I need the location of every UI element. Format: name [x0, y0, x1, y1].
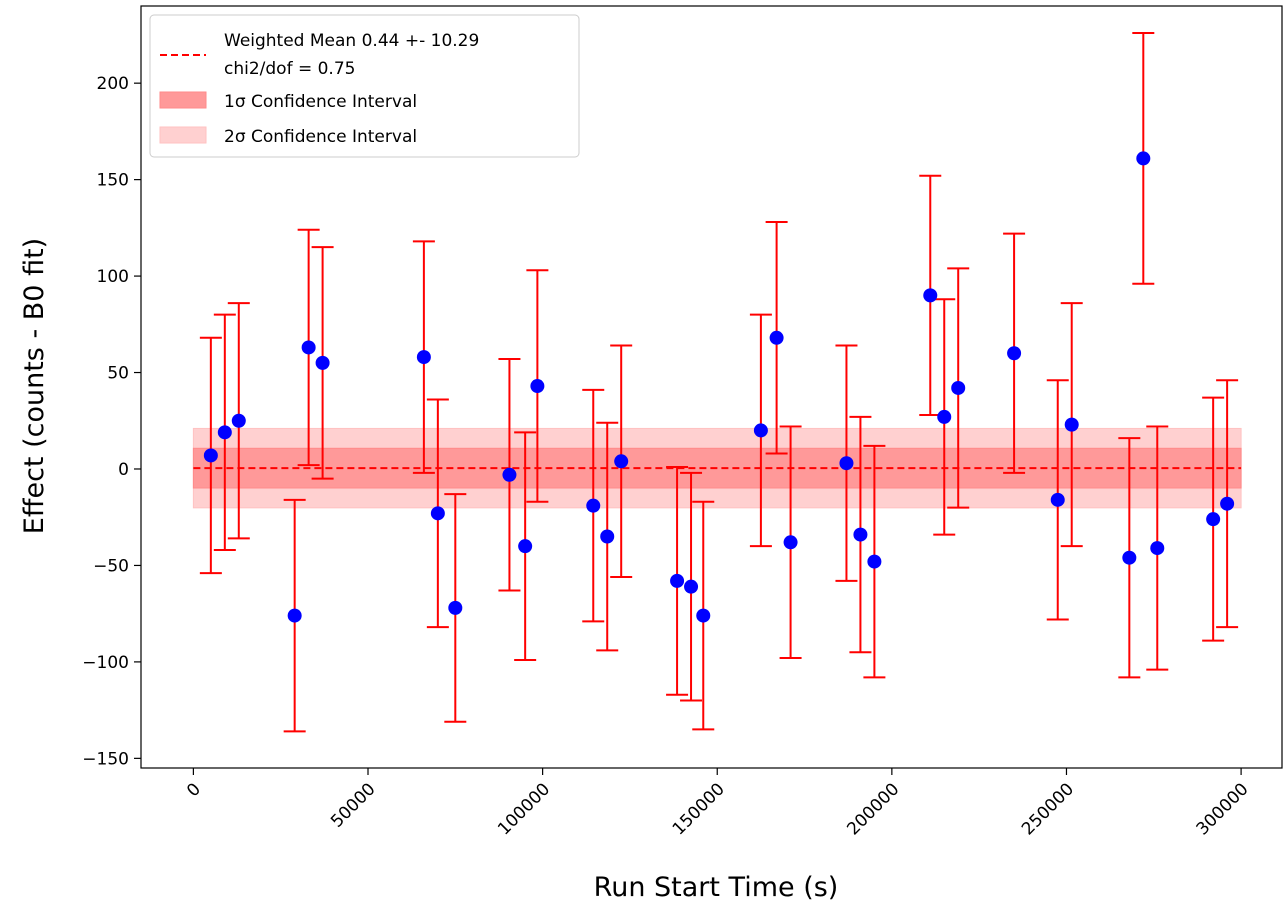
- legend-box: [149, 14, 580, 158]
- x-axis-label: Run Start Time (s): [594, 872, 839, 903]
- data-point: [203, 448, 218, 463]
- data-point: [769, 330, 784, 345]
- data-point: [586, 498, 601, 513]
- y-axis-label: Effect (counts - B0 fit): [19, 238, 50, 534]
- data-point: [1220, 496, 1235, 511]
- legend-sigma1-label: 1σ Confidence Interval: [224, 92, 417, 112]
- legend-sigma2-swatch: [159, 126, 207, 144]
- data-point: [600, 529, 615, 544]
- legend: Weighted Mean 0.44 +- 10.29 chi2/dof = 0.…: [149, 14, 580, 158]
- data-point: [301, 340, 316, 355]
- data-point: [1150, 541, 1165, 556]
- data-point: [231, 413, 246, 428]
- y-tick-label: 50: [107, 364, 129, 384]
- data-point: [518, 539, 533, 554]
- legend-mean-label: Weighted Mean 0.44 +- 10.29: [224, 31, 479, 51]
- x-tick-label: 0: [183, 779, 205, 801]
- x-tick-label: 100000: [494, 779, 554, 839]
- data-point: [867, 554, 882, 569]
- data-point: [783, 535, 798, 550]
- data-point: [937, 409, 952, 424]
- y-tick-label: 100: [97, 267, 129, 287]
- data-point: [684, 579, 699, 594]
- legend-chi2-label: chi2/dof = 0.75: [224, 59, 355, 79]
- data-point: [951, 380, 966, 395]
- data-point: [287, 608, 302, 623]
- x-tick-label: 150000: [669, 779, 729, 839]
- x-tick-label: 200000: [843, 779, 903, 839]
- y-tick-label: 150: [97, 171, 129, 191]
- data-point: [315, 355, 330, 370]
- data-point: [1206, 512, 1221, 527]
- data-points: [203, 151, 1235, 623]
- data-point: [416, 350, 431, 365]
- data-point: [1064, 417, 1079, 432]
- data-point: [753, 423, 768, 438]
- plot-frame: [140, 5, 1283, 769]
- legend-sigma2-label: 2σ Confidence Interval: [224, 127, 417, 147]
- legend-sigma1-swatch: [159, 91, 207, 109]
- data-point: [696, 608, 711, 623]
- y-tick-label: −50: [93, 556, 129, 576]
- data-point: [448, 600, 463, 615]
- data-point: [502, 467, 517, 482]
- data-point: [1122, 550, 1137, 565]
- data-point: [923, 288, 938, 303]
- y-tick-label: 200: [97, 74, 129, 94]
- x-tick-label: 50000: [327, 779, 379, 831]
- data-point: [853, 527, 868, 542]
- data-point: [839, 456, 854, 471]
- data-point: [217, 425, 232, 440]
- data-point: [1136, 151, 1151, 166]
- x-tick-label: 300000: [1193, 779, 1253, 839]
- x-tick-label: 250000: [1018, 779, 1078, 839]
- data-point: [430, 506, 445, 521]
- data-point: [1007, 346, 1022, 361]
- data-point: [614, 454, 629, 469]
- data-point: [530, 379, 545, 394]
- data-point: [670, 573, 685, 588]
- y-tick-label: −100: [82, 653, 129, 673]
- y-tick-label: 0: [118, 460, 129, 480]
- data-point: [1050, 492, 1065, 507]
- y-tick-label: −150: [82, 749, 129, 769]
